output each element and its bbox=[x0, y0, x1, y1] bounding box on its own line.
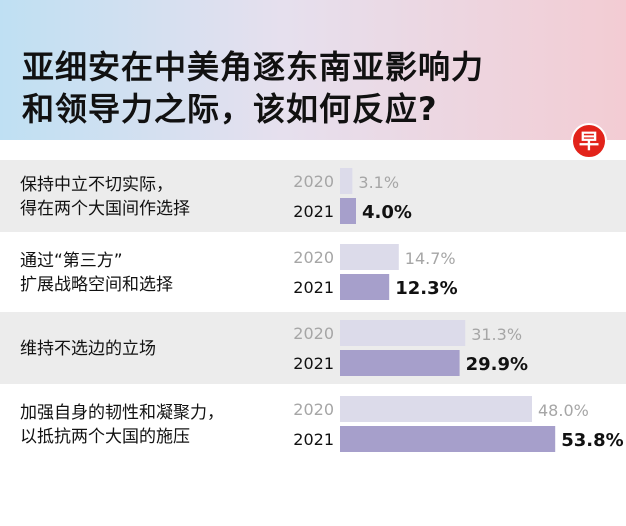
bar-2020 bbox=[340, 396, 532, 422]
data-label: 4.0% bbox=[362, 202, 412, 223]
year-label: 2021 bbox=[293, 202, 334, 221]
category-label: 加强自身的韧性和凝聚力， bbox=[20, 403, 224, 423]
category-label: 通过“第三方” bbox=[20, 251, 123, 271]
data-label: 31.3% bbox=[471, 325, 522, 344]
title-line-1: 亚细安在中美角逐东南亚影响力 bbox=[22, 48, 485, 86]
row-background bbox=[0, 236, 626, 308]
data-label: 48.0% bbox=[538, 401, 589, 420]
chart-title: 亚细安在中美角逐东南亚影响力 和领导力之际，该如何反应? bbox=[22, 46, 582, 130]
data-label: 12.3% bbox=[395, 278, 457, 299]
category-label: 扩展战略空间和选择 bbox=[20, 275, 173, 295]
year-label: 2020 bbox=[293, 248, 334, 267]
year-label: 2020 bbox=[293, 172, 334, 191]
bar-2021 bbox=[340, 198, 356, 224]
bar-2020 bbox=[340, 244, 399, 270]
category-label: 维持不选边的立场 bbox=[20, 339, 156, 359]
category-label: 以抵抗两个大国的施压 bbox=[20, 427, 190, 447]
year-label: 2021 bbox=[293, 354, 334, 373]
year-label: 2021 bbox=[293, 430, 334, 449]
data-label: 3.1% bbox=[358, 173, 399, 192]
category-label: 保持中立不切实际， bbox=[20, 175, 173, 195]
title-line-2: 和领导力之际，该如何反应? bbox=[22, 90, 438, 128]
row-background bbox=[0, 312, 626, 384]
year-label: 2021 bbox=[293, 278, 334, 297]
bar-2021 bbox=[340, 426, 556, 452]
row-background bbox=[0, 160, 626, 232]
data-label: 14.7% bbox=[405, 249, 456, 268]
title-banner bbox=[0, 0, 626, 140]
year-label: 2020 bbox=[293, 400, 334, 419]
data-label: 53.8% bbox=[561, 430, 623, 451]
svg-text:早: 早 bbox=[579, 129, 599, 153]
data-label: 29.9% bbox=[466, 354, 528, 375]
bar-2021 bbox=[340, 350, 460, 376]
category-label: 得在两个大国间作选择 bbox=[20, 199, 190, 219]
zaobao-logo-icon: 早 bbox=[571, 123, 607, 159]
bar-2020 bbox=[340, 168, 353, 194]
year-label: 2020 bbox=[293, 324, 334, 343]
bar-2020 bbox=[340, 320, 466, 346]
bar-2021 bbox=[340, 274, 390, 300]
